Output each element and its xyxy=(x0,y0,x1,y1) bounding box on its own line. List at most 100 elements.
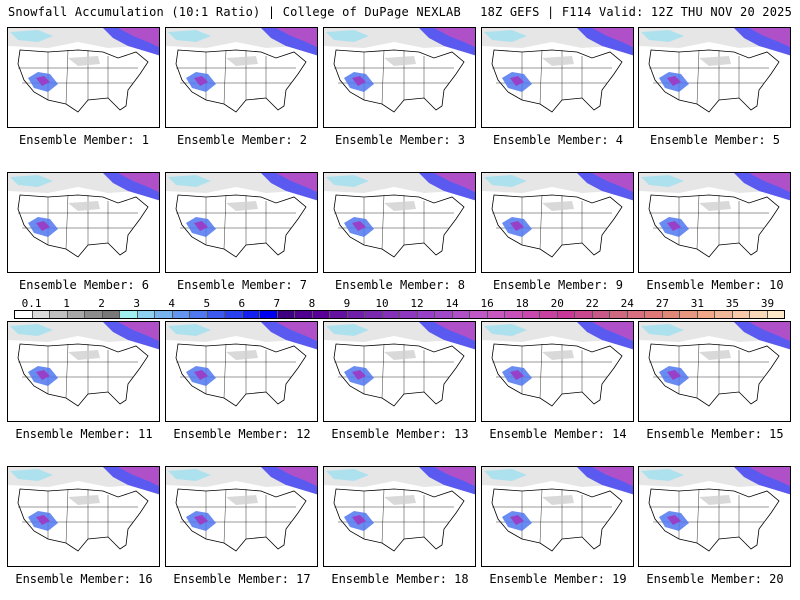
snowfall-map-member-1 xyxy=(7,27,160,128)
colorbar-swatch xyxy=(330,311,348,318)
colorbar-swatch xyxy=(435,311,453,318)
colorbar-swatch xyxy=(627,311,645,318)
member-label: Ensemble Member: 18 xyxy=(331,572,469,586)
colorbar-swatch xyxy=(85,311,103,318)
colorbar-label: 27 xyxy=(655,297,669,310)
chart-title: Snowfall Accumulation (10:1 Ratio) | Col… xyxy=(8,5,461,19)
colorbar-swatch xyxy=(715,311,733,318)
snowfall-map-member-5 xyxy=(638,27,791,128)
colorbar-swatch xyxy=(260,311,278,318)
snowfall-map-member-12 xyxy=(165,321,318,422)
snowfall-map-member-20 xyxy=(638,466,791,567)
colorbar-swatch xyxy=(470,311,488,318)
snowfall-map-member-15 xyxy=(638,321,791,422)
colorbar-swatch xyxy=(697,311,715,318)
colorbar-swatch xyxy=(102,311,120,318)
colorbar-swatch xyxy=(347,311,365,318)
colorbar-swatch xyxy=(225,311,243,318)
member-label: Ensemble Member: 12 xyxy=(173,427,311,441)
colorbar-label: 9 xyxy=(343,297,351,310)
colorbar-swatch xyxy=(365,311,383,318)
colorbar-swatch xyxy=(610,311,628,318)
snowfall-map-member-7 xyxy=(165,172,318,273)
colorbar-swatch xyxy=(400,311,418,318)
snowfall-map-member-3 xyxy=(323,27,476,128)
snowfall-map-member-16 xyxy=(7,466,160,567)
member-label: Ensemble Member: 11 xyxy=(15,427,153,441)
snowfall-map-member-18 xyxy=(323,466,476,567)
member-label: Ensemble Member: 3 xyxy=(334,133,466,147)
colorbar-swatch xyxy=(242,311,260,318)
colorbar-swatch xyxy=(417,311,435,318)
member-label: Ensemble Member: 15 xyxy=(646,427,784,441)
colorbar-swatch xyxy=(190,311,208,318)
colorbar-label: 1 xyxy=(63,297,70,310)
member-label: Ensemble Member: 13 xyxy=(331,427,469,441)
colorbar-swatch xyxy=(662,311,680,318)
snowfall-map-member-11 xyxy=(7,321,160,422)
colorbar-label: 14 xyxy=(445,297,459,310)
member-label: Ensemble Member: 7 xyxy=(176,278,308,292)
colorbar-label: 8 xyxy=(308,297,316,310)
colorbar-swatch xyxy=(452,311,470,318)
colorbar-label: 16 xyxy=(480,297,494,310)
member-label: Ensemble Member: 1 xyxy=(18,133,150,147)
snowfall-map-member-8 xyxy=(323,172,476,273)
snowfall-map-member-14 xyxy=(481,321,634,422)
colorbar-label: 18 xyxy=(515,297,529,310)
colorbar-label: 20 xyxy=(550,297,564,310)
snowfall-map-member-10 xyxy=(638,172,791,273)
colorbar-swatch xyxy=(487,311,505,318)
member-label: Ensemble Member: 2 xyxy=(176,133,308,147)
colorbar-swatch xyxy=(575,311,593,318)
colorbar-swatch xyxy=(592,311,610,318)
colorbar-swatch xyxy=(277,311,295,318)
member-label: Ensemble Member: 5 xyxy=(649,133,781,147)
colorbar-swatch xyxy=(15,311,33,318)
colorbar-swatch xyxy=(505,311,523,318)
colorbar-swatch xyxy=(155,311,173,318)
colorbar-swatch xyxy=(120,311,138,318)
colorbar-label: 0.1 xyxy=(21,297,42,310)
member-label: Ensemble Member: 9 xyxy=(492,278,624,292)
colorbar-swatch xyxy=(767,311,784,318)
colorbar-label: 10 xyxy=(375,297,389,310)
colorbar-label: 3 xyxy=(133,297,140,310)
colorbar-swatch xyxy=(32,311,50,318)
colorbar xyxy=(14,310,785,319)
snowfall-map-member-4 xyxy=(481,27,634,128)
colorbar-swatch xyxy=(50,311,68,318)
member-label: Ensemble Member: 10 xyxy=(646,278,784,292)
colorbar-label: 7 xyxy=(273,297,281,310)
colorbar-label: 22 xyxy=(585,297,599,310)
colorbar-swatch xyxy=(172,311,190,318)
colorbar-label: 39 xyxy=(760,297,775,310)
colorbar-swatch xyxy=(67,311,85,318)
member-label: Ensemble Member: 14 xyxy=(489,427,627,441)
run-valid-time: 18Z GEFS | F114 Valid: 12Z THU NOV 20 20… xyxy=(480,5,792,19)
colorbar-swatch xyxy=(382,311,400,318)
colorbar-swatch xyxy=(295,311,313,318)
member-label: Ensemble Member: 20 xyxy=(646,572,784,586)
colorbar-swatch xyxy=(312,311,330,318)
colorbar-swatch xyxy=(732,311,750,318)
member-label: Ensemble Member: 8 xyxy=(334,278,466,292)
colorbar-swatch xyxy=(522,311,540,318)
member-label: Ensemble Member: 4 xyxy=(492,133,624,147)
snowfall-map-member-13 xyxy=(323,321,476,422)
member-label: Ensemble Member: 6 xyxy=(18,278,150,292)
colorbar-label: 24 xyxy=(620,297,634,310)
snowfall-map-member-17 xyxy=(165,466,318,567)
colorbar-label: 5 xyxy=(203,297,211,310)
colorbar-swatch xyxy=(680,311,698,318)
snowfall-map-member-6 xyxy=(7,172,160,273)
member-label: Ensemble Member: 16 xyxy=(15,572,153,586)
colorbar-swatch xyxy=(557,311,575,318)
colorbar-label: 31 xyxy=(690,297,704,310)
colorbar-swatch xyxy=(207,311,225,318)
colorbar-label: 4 xyxy=(168,297,176,310)
snowfall-map-member-9 xyxy=(481,172,634,273)
colorbar-label: 35 xyxy=(725,297,740,310)
colorbar-swatch xyxy=(540,311,558,318)
colorbar-swatch xyxy=(137,311,155,318)
